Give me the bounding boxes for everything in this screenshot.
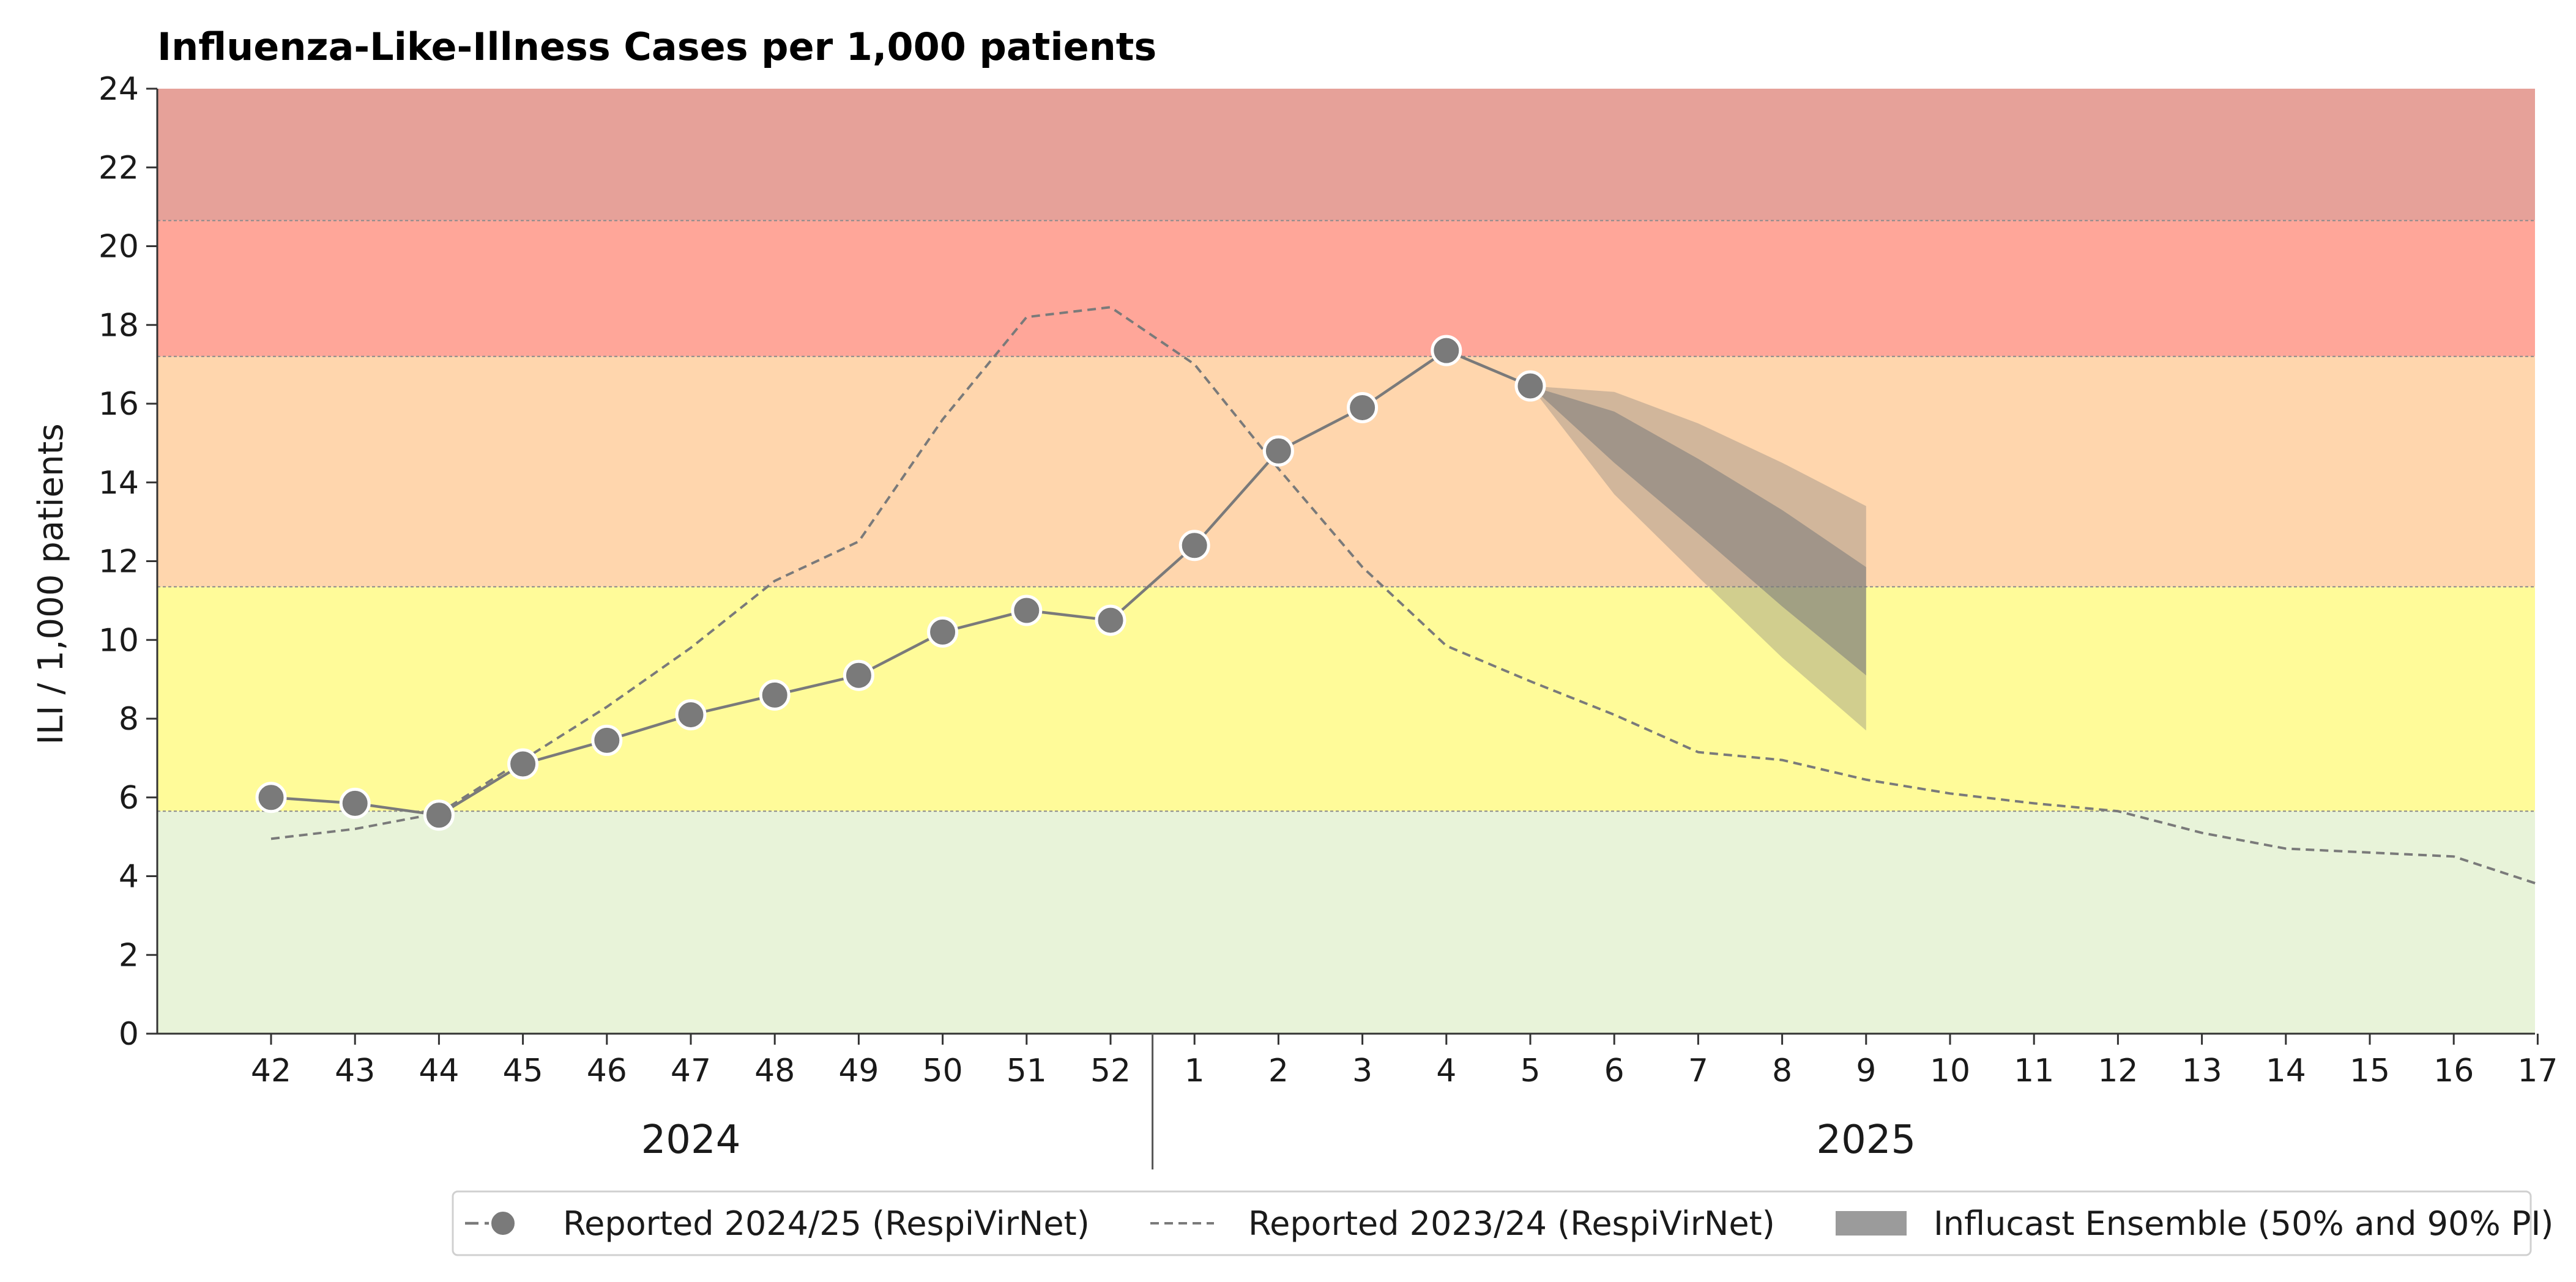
- series-line-2024-25: [270, 349, 1531, 817]
- x-tick-label: 6: [1604, 1053, 1625, 1089]
- year-label: 2025: [1816, 1117, 1916, 1163]
- x-tick-label: 16: [2433, 1053, 2474, 1089]
- y-tick-label: 24: [99, 71, 139, 108]
- x-tick-label: 43: [335, 1053, 375, 1089]
- x-tick-label: 2: [1268, 1053, 1289, 1089]
- x-tick-label: 17: [2517, 1053, 2558, 1089]
- legend-marker: [489, 1209, 517, 1237]
- x-tick-label: 48: [754, 1053, 795, 1089]
- year-label: 2024: [641, 1117, 741, 1163]
- x-tick-label: 3: [1352, 1053, 1372, 1089]
- y-tick-label: 0: [119, 1016, 139, 1053]
- legend-patch: [1836, 1211, 1907, 1236]
- legend-label: Reported 2024/25 (RespiVirNet): [563, 1204, 1090, 1243]
- y-tick-label: 4: [119, 859, 139, 895]
- threshold-band: [157, 89, 2535, 221]
- data-point: [1514, 370, 1546, 402]
- x-tick-label: 14: [2266, 1053, 2306, 1089]
- data-point: [339, 787, 371, 819]
- data-point: [1011, 595, 1043, 626]
- y-tick-label: 6: [119, 780, 139, 817]
- x-tick-label: 11: [2014, 1053, 2054, 1089]
- x-tick-label: 50: [923, 1053, 963, 1089]
- x-tick-label: 52: [1090, 1053, 1131, 1089]
- x-tick-label: 9: [1856, 1053, 1876, 1089]
- data-point: [1178, 530, 1210, 561]
- legend: Reported 2024/25 (RespiVirNet) Reported 2…: [452, 1190, 2553, 1256]
- threshold-bands: [157, 89, 2535, 1034]
- threshold-band: [157, 356, 2535, 587]
- data-point: [759, 679, 791, 711]
- data-point: [591, 724, 623, 756]
- x-tick-label: 5: [1520, 1053, 1540, 1089]
- x-tick-label: 49: [838, 1053, 879, 1089]
- data-point: [255, 782, 287, 813]
- series-line-2023-24: [270, 306, 2539, 886]
- y-tick-label: 12: [99, 544, 139, 580]
- y-tick-label: 8: [119, 701, 139, 738]
- y-axis-label: ILI / 1,000 patients: [31, 423, 71, 744]
- x-tick-label: 1: [1185, 1053, 1205, 1089]
- threshold-band: [157, 811, 2535, 1034]
- x-tick-label: 46: [587, 1053, 627, 1089]
- data-point: [1262, 435, 1294, 467]
- threshold-band: [157, 587, 2535, 812]
- y-tick-label: 16: [99, 386, 139, 423]
- y-tick-label: 2: [119, 937, 139, 974]
- y-tick-label: 22: [99, 150, 139, 187]
- legend-box: [452, 1190, 2532, 1256]
- forecast-pi50-band: [1530, 386, 1866, 676]
- threshold-band: [157, 220, 2535, 357]
- y-tick-label: 14: [99, 465, 139, 502]
- x-tick-label: 13: [2182, 1053, 2222, 1089]
- data-point: [1095, 604, 1126, 636]
- x-tick-label: 45: [503, 1053, 543, 1089]
- forecast-pi90-band: [1530, 386, 1866, 731]
- data-point: [423, 799, 455, 831]
- data-point: [1347, 391, 1379, 423]
- x-tick-label: 47: [671, 1053, 711, 1089]
- x-tick-label: 42: [251, 1053, 291, 1089]
- data-point: [675, 699, 707, 731]
- x-tick-label: 7: [1688, 1053, 1708, 1089]
- x-tick-label: 44: [419, 1053, 459, 1089]
- series-markers: [255, 335, 1546, 831]
- y-tick-label: 20: [99, 229, 139, 265]
- x-tick-label: 4: [1436, 1053, 1456, 1089]
- forecast-intervals: [1530, 386, 1866, 731]
- x-tick-label: 8: [1772, 1053, 1792, 1089]
- data-point: [1431, 335, 1462, 366]
- series-lines: [270, 306, 2539, 886]
- data-point: [927, 616, 959, 648]
- legend-label: Reported 2023/24 (RespiVirNet): [1248, 1204, 1775, 1243]
- data-point: [843, 659, 874, 691]
- x-tick-label: 51: [1007, 1053, 1047, 1089]
- x-tick-label: 15: [2350, 1053, 2390, 1089]
- x-tick-label: 10: [1930, 1053, 1970, 1089]
- chart-title: Influenza-Like-Illness Cases per 1,000 p…: [157, 24, 1156, 69]
- legend-label: Influcast Ensemble (50% and 90% PI): [1934, 1204, 2553, 1243]
- x-tick-label: 12: [2098, 1053, 2138, 1089]
- data-point: [507, 748, 539, 780]
- y-tick-label: 10: [99, 622, 139, 659]
- y-tick-label: 18: [99, 307, 139, 344]
